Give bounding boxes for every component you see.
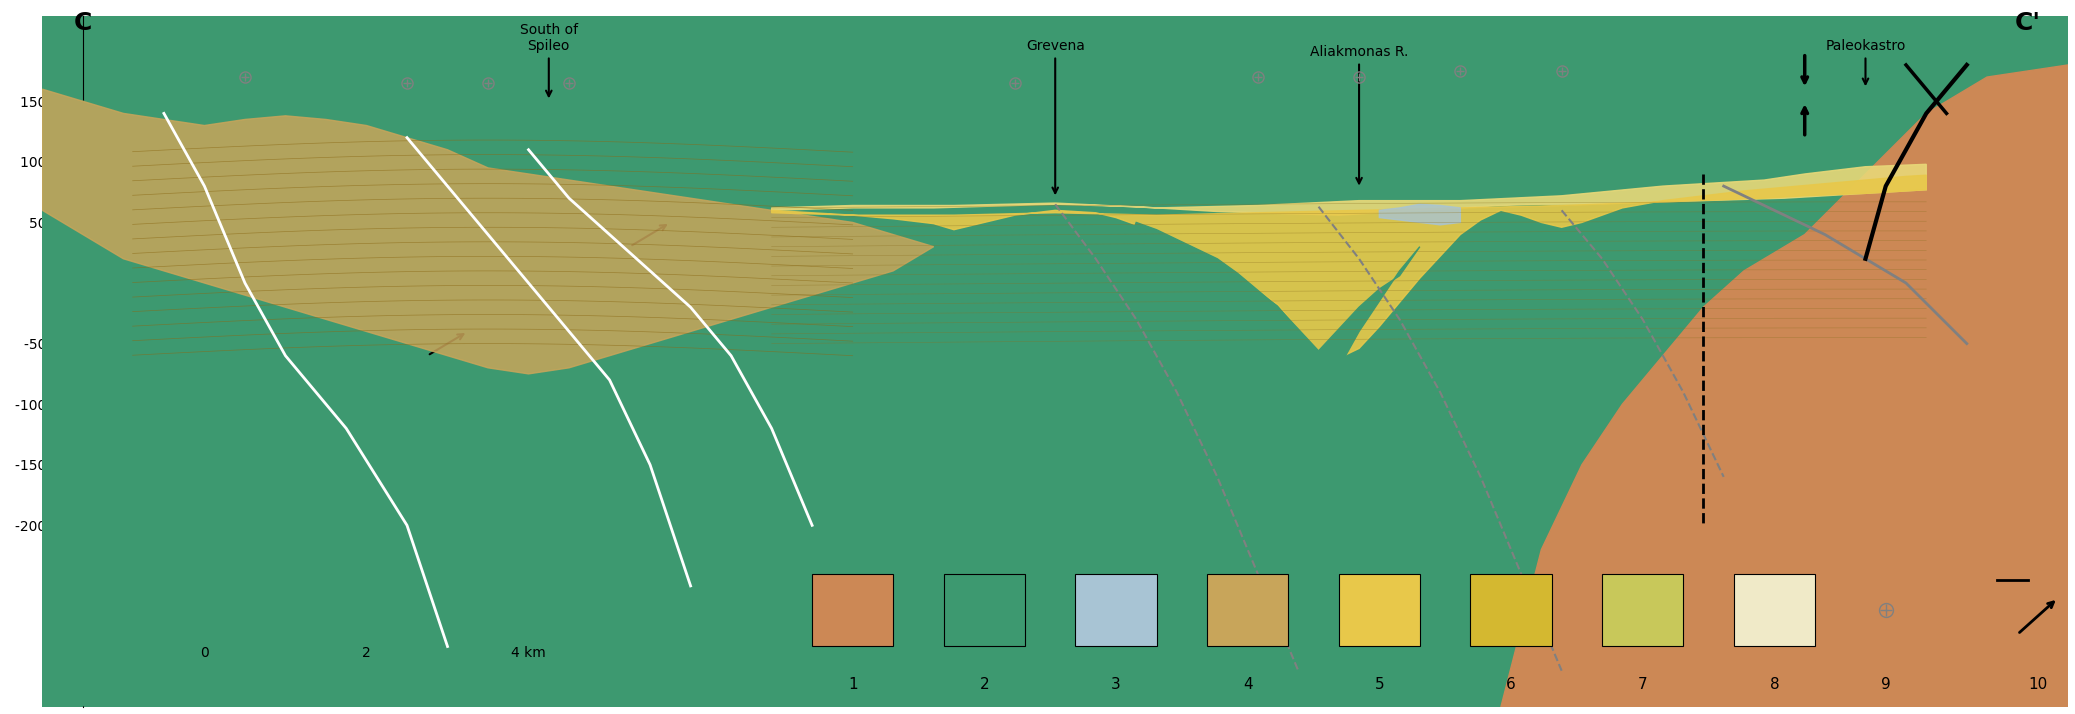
- Text: 2: 2: [363, 646, 371, 660]
- Text: 3: 3: [1110, 677, 1120, 692]
- Polygon shape: [1380, 204, 1461, 225]
- FancyBboxPatch shape: [1208, 574, 1289, 646]
- Text: C: C: [75, 11, 91, 35]
- Polygon shape: [1500, 65, 2069, 707]
- Text: 0: 0: [199, 646, 210, 660]
- FancyBboxPatch shape: [811, 574, 892, 646]
- Polygon shape: [42, 16, 2069, 707]
- Text: C': C': [2015, 11, 2040, 35]
- Text: South of
Spileo: South of Spileo: [519, 23, 577, 96]
- Text: 10: 10: [2027, 677, 2048, 692]
- Text: 9: 9: [1880, 677, 1890, 692]
- Polygon shape: [42, 89, 1116, 707]
- Text: Grevena: Grevena: [1025, 39, 1085, 193]
- FancyBboxPatch shape: [1602, 574, 1683, 646]
- Polygon shape: [1116, 223, 1419, 477]
- Text: Paleokastro: Paleokastro: [1826, 39, 1905, 84]
- FancyBboxPatch shape: [1471, 574, 1552, 646]
- Text: 4 km: 4 km: [510, 646, 546, 660]
- Text: 5: 5: [1374, 677, 1384, 692]
- Text: 4: 4: [1243, 677, 1253, 692]
- Polygon shape: [772, 164, 1926, 215]
- FancyBboxPatch shape: [1338, 574, 1419, 646]
- Polygon shape: [772, 175, 1926, 358]
- FancyBboxPatch shape: [1075, 574, 1156, 646]
- Text: 2: 2: [979, 677, 990, 692]
- Text: Aliakmonas R.: Aliakmonas R.: [1309, 45, 1409, 183]
- Text: 8: 8: [1770, 677, 1778, 692]
- FancyBboxPatch shape: [1735, 574, 1816, 646]
- FancyBboxPatch shape: [944, 574, 1025, 646]
- Text: 6: 6: [1506, 677, 1517, 692]
- Text: 1: 1: [849, 677, 857, 692]
- Text: 7: 7: [1637, 677, 1648, 692]
- Polygon shape: [42, 89, 934, 374]
